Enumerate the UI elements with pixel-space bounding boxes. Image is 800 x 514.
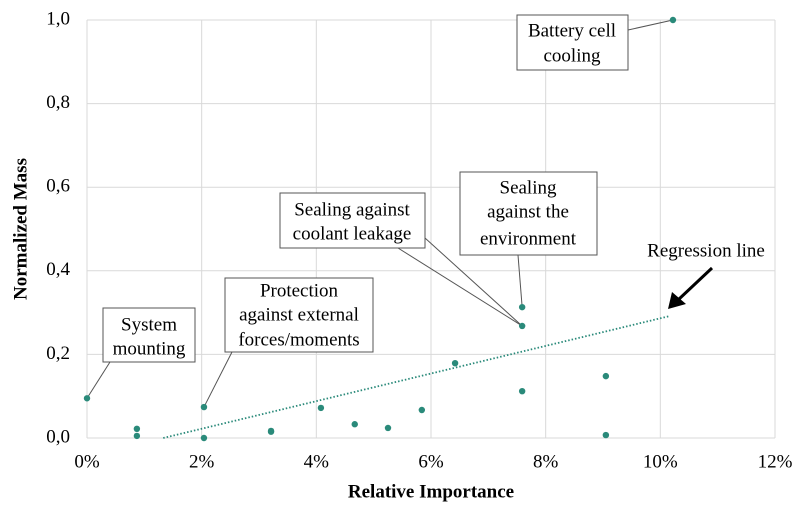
y-tick-label: 0,6 [46,176,70,197]
point [451,359,459,367]
x-tick-label: 8% [533,451,559,472]
annotation-text: Battery cell [528,20,616,41]
leader-line [397,247,523,327]
point [602,431,610,439]
annotation-text: cooling [544,45,601,66]
point [602,372,610,380]
annotation-box [516,14,629,71]
leader-line [86,361,111,399]
y-tick-label: 0,2 [46,343,70,364]
annotation-box [102,307,196,363]
x-tick-label: 6% [418,451,444,472]
annotation-text: forces/moments [238,329,359,350]
point [200,434,208,442]
point [133,425,141,433]
y-tick-label: 0,0 [46,426,70,447]
arrow-shaft [676,266,714,302]
y-tick-label: 0,8 [46,92,70,113]
x-tick-label: 0% [74,451,100,472]
point [518,322,526,330]
x-tick-label: 10% [643,451,678,472]
point [384,424,392,432]
point [518,303,526,311]
point [518,387,526,395]
annotation-text: Sealing against [294,199,410,220]
leader-line [203,351,233,408]
leader-line [627,19,674,31]
point [83,395,91,402]
annotation-text: mounting [113,338,186,359]
annotation-text: against the [487,201,569,222]
leader-line [424,237,523,327]
annotation-box [459,171,598,256]
point [133,432,141,440]
point [351,421,358,428]
y-axis-title: Normalized Mass [10,158,31,300]
point [200,403,208,411]
point [267,428,275,435]
annotation-text: Sealing [500,177,557,198]
leader-line [517,254,523,308]
annotation-text: System [121,314,177,335]
arrow-head [668,292,686,309]
point [418,406,426,414]
annotation-text: Protection [260,280,339,301]
point [317,404,325,412]
annotation-box [279,192,426,249]
point [669,16,677,24]
x-tick-label: 4% [304,451,330,472]
y-tick-label: 1,0 [46,8,70,29]
regression-label: Regression line [647,240,765,261]
annotation-text: environment [480,228,577,249]
regression-line [163,315,671,439]
annotation-text: coolant leakage [293,223,412,244]
annotation-text: against external [239,304,359,325]
annotation-box [224,277,374,353]
x-axis-title: Relative Importance [348,481,514,502]
x-tick-label: 12% [758,451,793,472]
y-tick-label: 0,4 [46,259,70,280]
x-tick-label: 2% [189,451,215,472]
